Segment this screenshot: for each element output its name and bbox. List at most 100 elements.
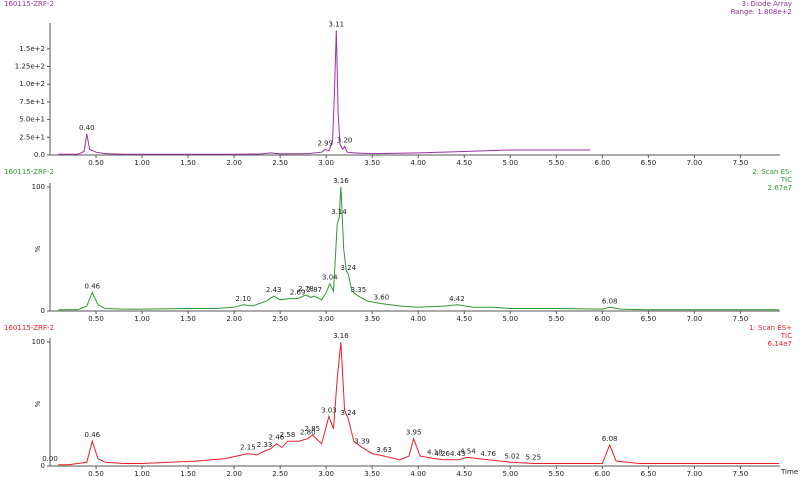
panel-title: 160115-ZRF-2 — [4, 168, 54, 176]
detector-info: 2: Scan ES- — [752, 168, 792, 176]
x-tick-label: 5.00 — [502, 315, 518, 323]
peak-label: 3.04 — [322, 274, 338, 282]
peak-label: 2.85 — [305, 425, 321, 433]
x-axis-label: Time — [780, 468, 798, 476]
x-tick-label: 7.00 — [687, 315, 703, 323]
peak-label: 0.00 — [42, 455, 58, 463]
trace — [58, 30, 591, 155]
peak-label: 2.87 — [306, 286, 322, 294]
x-tick-label: 4.00 — [410, 315, 426, 323]
peak-label: 3.60 — [374, 294, 390, 302]
x-tick-label: 2.00 — [226, 159, 242, 167]
x-tick-label: 3.50 — [364, 470, 380, 477]
y-tick-label: 7.5e+1 — [19, 98, 45, 106]
peak-label: 3.95 — [406, 429, 422, 437]
peak-label: 3.39 — [354, 437, 370, 445]
peak-label: 3.24 — [340, 409, 356, 417]
x-tick-label: 2.00 — [226, 470, 242, 477]
x-tick-label: 5.50 — [549, 315, 565, 323]
x-tick-label: 1.50 — [180, 315, 196, 323]
peak-label: 4.18 — [427, 449, 443, 457]
peak-label: 4.54 — [460, 447, 476, 455]
peak-label: 3.24 — [340, 264, 356, 272]
x-tick-label: 1.00 — [134, 159, 150, 167]
peak-label: 4.42 — [449, 295, 465, 303]
x-tick-label: 5.50 — [549, 159, 565, 167]
peak-label: 3.63 — [376, 446, 392, 454]
peak-label: 3.14 — [331, 208, 347, 216]
trace — [58, 341, 780, 466]
peak-label: 2.99 — [317, 139, 333, 147]
x-tick-label: 1.50 — [180, 159, 196, 167]
x-tick-label: 7.00 — [687, 470, 703, 477]
detector-info: TIC — [780, 176, 792, 184]
peak-label: 4.76 — [480, 450, 496, 458]
x-tick-label: 2.50 — [272, 159, 288, 167]
peak-label: 2.78 — [298, 285, 314, 293]
peak-label: 3.16 — [333, 177, 349, 185]
peak-label: 4.43 — [450, 450, 466, 458]
x-tick-label: 4.50 — [456, 470, 472, 477]
y-tick-label: 0.0 — [34, 151, 45, 159]
x-tick-label: 6.50 — [641, 470, 657, 477]
peak-label: 0.46 — [85, 431, 101, 439]
y-tick-label: 0 — [41, 462, 45, 470]
panel-title: 160115-ZRF-2 — [4, 0, 54, 8]
x-tick-label: 3.00 — [318, 470, 334, 477]
peak-label: 3.03 — [321, 406, 337, 414]
y-tick-label: 5.0e+1 — [19, 116, 45, 124]
peak-label: 4.26 — [434, 450, 450, 458]
x-tick-label: 0.50 — [88, 315, 104, 323]
x-tick-label: 0.50 — [88, 470, 104, 477]
peak-label: 2.46 — [269, 434, 285, 442]
y-tick-label: 1.25e+2 — [15, 63, 45, 71]
x-tick-label: 7.50 — [733, 159, 749, 167]
x-tick-label: 4.00 — [410, 159, 426, 167]
x-tick-label: 5.50 — [549, 470, 565, 477]
detector-info: 3: Diode Array — [742, 0, 792, 8]
detector-info: 2.67e7 — [768, 184, 792, 192]
y-tick-label: 0 — [41, 307, 45, 315]
x-tick-label: 6.00 — [595, 315, 611, 323]
peak-label: 2.10 — [236, 295, 252, 303]
peak-label: 0.46 — [85, 282, 101, 290]
x-tick-label: 7.50 — [733, 470, 749, 477]
x-tick-label: 3.50 — [364, 159, 380, 167]
trace — [58, 186, 780, 311]
peak-label: 2.43 — [266, 286, 282, 294]
x-tick-label: 4.50 — [456, 159, 472, 167]
peak-label: 5.02 — [504, 452, 520, 460]
peak-label: 2.80 — [300, 429, 316, 437]
x-tick-label: 1.00 — [134, 315, 150, 323]
detector-info: TIC — [780, 332, 792, 340]
detector-info: 1: Scan ES+ — [749, 324, 792, 332]
x-tick-label: 4.00 — [410, 470, 426, 477]
x-tick-label: 4.50 — [456, 315, 472, 323]
x-tick-label: 3.00 — [318, 159, 334, 167]
x-tick-label: 2.50 — [272, 315, 288, 323]
x-tick-label: 3.50 — [364, 315, 380, 323]
peak-label: 2.33 — [257, 441, 273, 449]
peak-label: 2.15 — [240, 444, 256, 452]
x-tick-label: 7.50 — [733, 315, 749, 323]
peak-label: 0.40 — [79, 124, 95, 132]
peak-label: 2.58 — [280, 431, 296, 439]
x-tick-label: 6.50 — [641, 159, 657, 167]
peak-label: 2.69 — [290, 289, 306, 297]
y-tick-label: 100 — [32, 338, 45, 346]
peak-label: 6.08 — [602, 435, 618, 443]
x-tick-label: 2.50 — [272, 470, 288, 477]
x-tick-label: 7.00 — [687, 159, 703, 167]
x-tick-label: 6.00 — [595, 159, 611, 167]
panel-title: 160115-ZRF-2 — [4, 324, 54, 332]
x-tick-label: 5.00 — [502, 159, 518, 167]
y-tick-label: 1.0e+2 — [19, 80, 45, 88]
y-axis-label: % — [34, 400, 42, 407]
y-tick-label: 2.5e+1 — [19, 133, 45, 141]
peak-label: 6.08 — [602, 297, 618, 305]
peak-label: 3.16 — [333, 332, 349, 340]
peak-label: 3.20 — [337, 137, 353, 145]
peak-label: 3.35 — [351, 286, 367, 294]
x-tick-label: 5.00 — [502, 470, 518, 477]
